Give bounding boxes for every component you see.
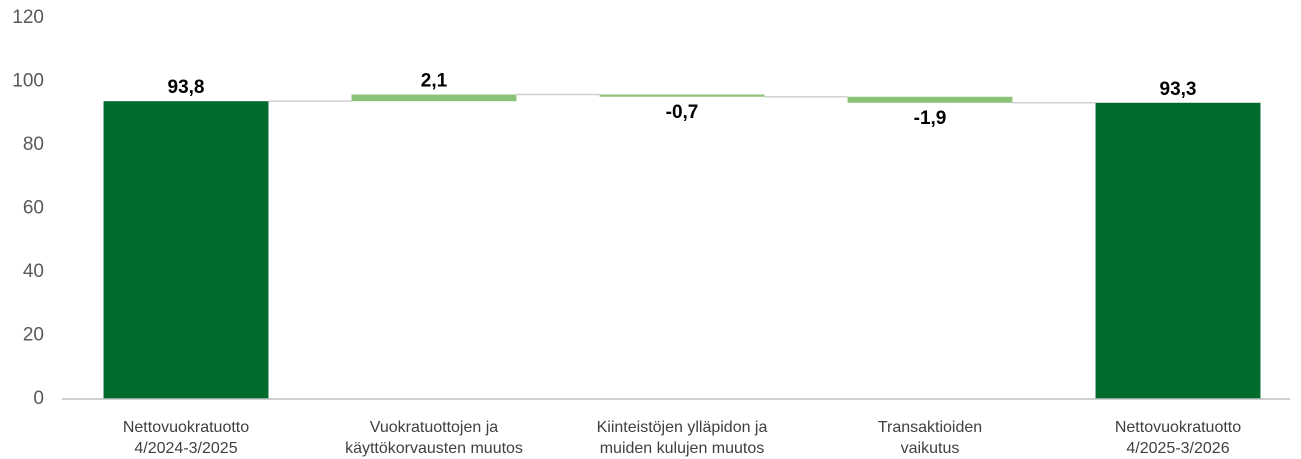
y-tick-label: 120 — [12, 7, 44, 28]
x-tick-label: vaikutus — [901, 440, 960, 457]
x-tick-label: Transaktioiden — [878, 419, 982, 436]
bar — [351, 94, 517, 102]
bar — [1095, 102, 1261, 400]
y-tick-label: 40 — [23, 261, 44, 282]
bar — [847, 96, 1013, 103]
x-tick-label: 4/2024-3/2025 — [134, 440, 237, 457]
bar — [599, 94, 765, 97]
x-tick-label: Vuokratuottojen ja — [370, 419, 498, 436]
value-label: 93,8 — [168, 77, 205, 98]
x-tick-label: käyttökorvausten muutos — [345, 440, 523, 457]
x-tick-label: muiden kulujen muutos — [600, 440, 765, 457]
value-label: -0,7 — [666, 102, 699, 123]
x-tick-label: Nettovuokratuotto — [123, 419, 249, 436]
x-tick-label: Nettovuokratuotto — [1115, 419, 1241, 436]
x-tick-label: Kiinteistöjen ylläpidon ja — [597, 419, 768, 436]
y-tick-label: 100 — [12, 71, 44, 92]
y-tick-label: 20 — [23, 325, 44, 346]
y-tick-label: 60 — [23, 198, 44, 219]
value-label: 2,1 — [421, 71, 448, 92]
x-tick-label: 4/2025-3/2026 — [1126, 440, 1229, 457]
value-label: -1,9 — [914, 108, 947, 129]
y-tick-label: 0 — [33, 388, 44, 409]
value-label: 93,3 — [1160, 79, 1197, 100]
y-tick-label: 80 — [23, 134, 44, 155]
bar — [103, 101, 269, 399]
